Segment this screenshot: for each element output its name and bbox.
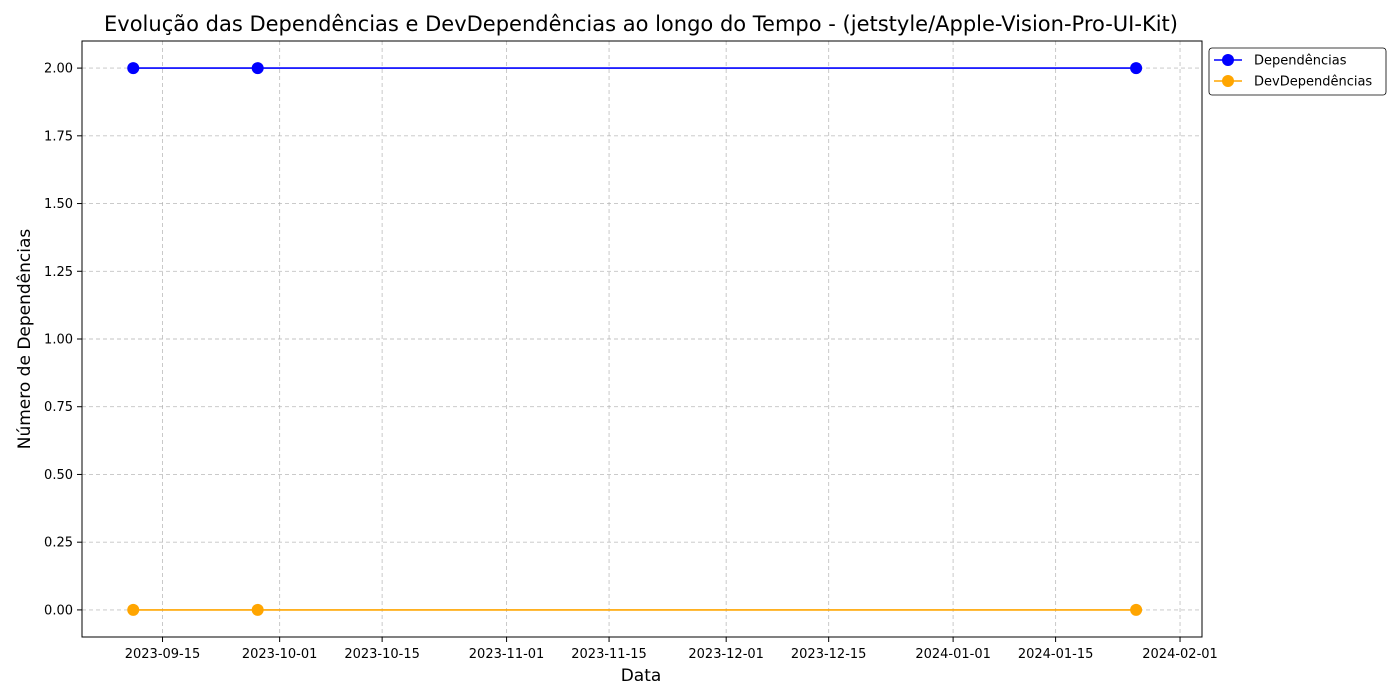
x-tick-label: 2023-11-15 [571, 647, 647, 662]
y-tick-label: 0.75 [44, 400, 73, 415]
y-axis-label: Número de Dependências [15, 229, 35, 450]
series-layer [127, 62, 1143, 616]
legend: Dependências DevDependências [1208, 47, 1387, 96]
series-1-point [127, 603, 140, 616]
series-1-point [251, 603, 264, 616]
y-tick-label: 0.25 [44, 536, 73, 551]
legend-label: Dependências [1254, 54, 1347, 69]
y-tick-label: 2.00 [44, 62, 73, 77]
series-0-point [127, 62, 140, 75]
grid [82, 41, 1202, 637]
legend-label: DevDependências [1254, 75, 1372, 90]
x-tick-label: 2024-02-01 [1142, 647, 1218, 662]
x-tick-label: 2024-01-01 [915, 647, 991, 662]
x-axis-label: Data [621, 666, 662, 686]
x-tick-label: 2023-11-01 [469, 647, 545, 662]
series-0-point [1130, 62, 1143, 75]
x-tick-label: 2023-12-01 [688, 647, 764, 662]
legend-box [1208, 47, 1387, 96]
y-tick-label: 0.50 [44, 468, 73, 483]
x-tick-label: 2024-01-15 [1018, 647, 1094, 662]
x-tick-label: 2023-09-15 [125, 647, 201, 662]
x-tick-label: 2023-12-15 [791, 647, 867, 662]
series-0-point [251, 62, 264, 75]
y-tick-label: 1.75 [44, 129, 73, 144]
x-tick-label: 2023-10-15 [344, 647, 420, 662]
y-tick-label: 1.00 [44, 333, 73, 348]
x-tick-label: 2023-10-01 [242, 647, 318, 662]
y-tick-label: 1.25 [44, 265, 73, 280]
y-tick-label: 0.00 [44, 603, 73, 618]
series-1-point [1130, 603, 1143, 616]
chart-title: Evolução das Dependências e DevDependênc… [104, 12, 1178, 36]
axis-ticks: 2023-09-15 2023-10-01 2023-10-15 2023-11-01… [44, 62, 1218, 662]
y-tick-label: 1.50 [44, 197, 73, 212]
legend-marker [1222, 54, 1234, 66]
legend-marker [1222, 75, 1234, 87]
